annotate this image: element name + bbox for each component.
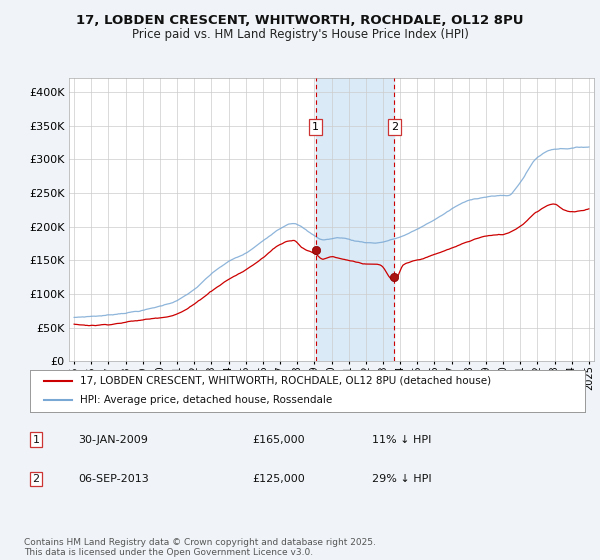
Text: 1: 1 — [312, 122, 319, 132]
Bar — [316, 78, 394, 361]
Text: 2: 2 — [391, 122, 398, 132]
Text: 2: 2 — [32, 474, 40, 484]
Text: £165,000: £165,000 — [252, 435, 305, 445]
Text: 06-SEP-2013: 06-SEP-2013 — [78, 474, 149, 484]
Text: £125,000: £125,000 — [252, 474, 305, 484]
Text: 17, LOBDEN CRESCENT, WHITWORTH, ROCHDALE, OL12 8PU: 17, LOBDEN CRESCENT, WHITWORTH, ROCHDALE… — [76, 14, 524, 27]
Text: Contains HM Land Registry data © Crown copyright and database right 2025.
This d: Contains HM Land Registry data © Crown c… — [24, 538, 376, 557]
Text: 29% ↓ HPI: 29% ↓ HPI — [372, 474, 431, 484]
Text: 30-JAN-2009: 30-JAN-2009 — [78, 435, 148, 445]
Text: 1: 1 — [32, 435, 40, 445]
Text: 11% ↓ HPI: 11% ↓ HPI — [372, 435, 431, 445]
Text: HPI: Average price, detached house, Rossendale: HPI: Average price, detached house, Ross… — [80, 395, 332, 405]
Text: 17, LOBDEN CRESCENT, WHITWORTH, ROCHDALE, OL12 8PU (detached house): 17, LOBDEN CRESCENT, WHITWORTH, ROCHDALE… — [80, 376, 491, 386]
Text: Price paid vs. HM Land Registry's House Price Index (HPI): Price paid vs. HM Land Registry's House … — [131, 28, 469, 41]
